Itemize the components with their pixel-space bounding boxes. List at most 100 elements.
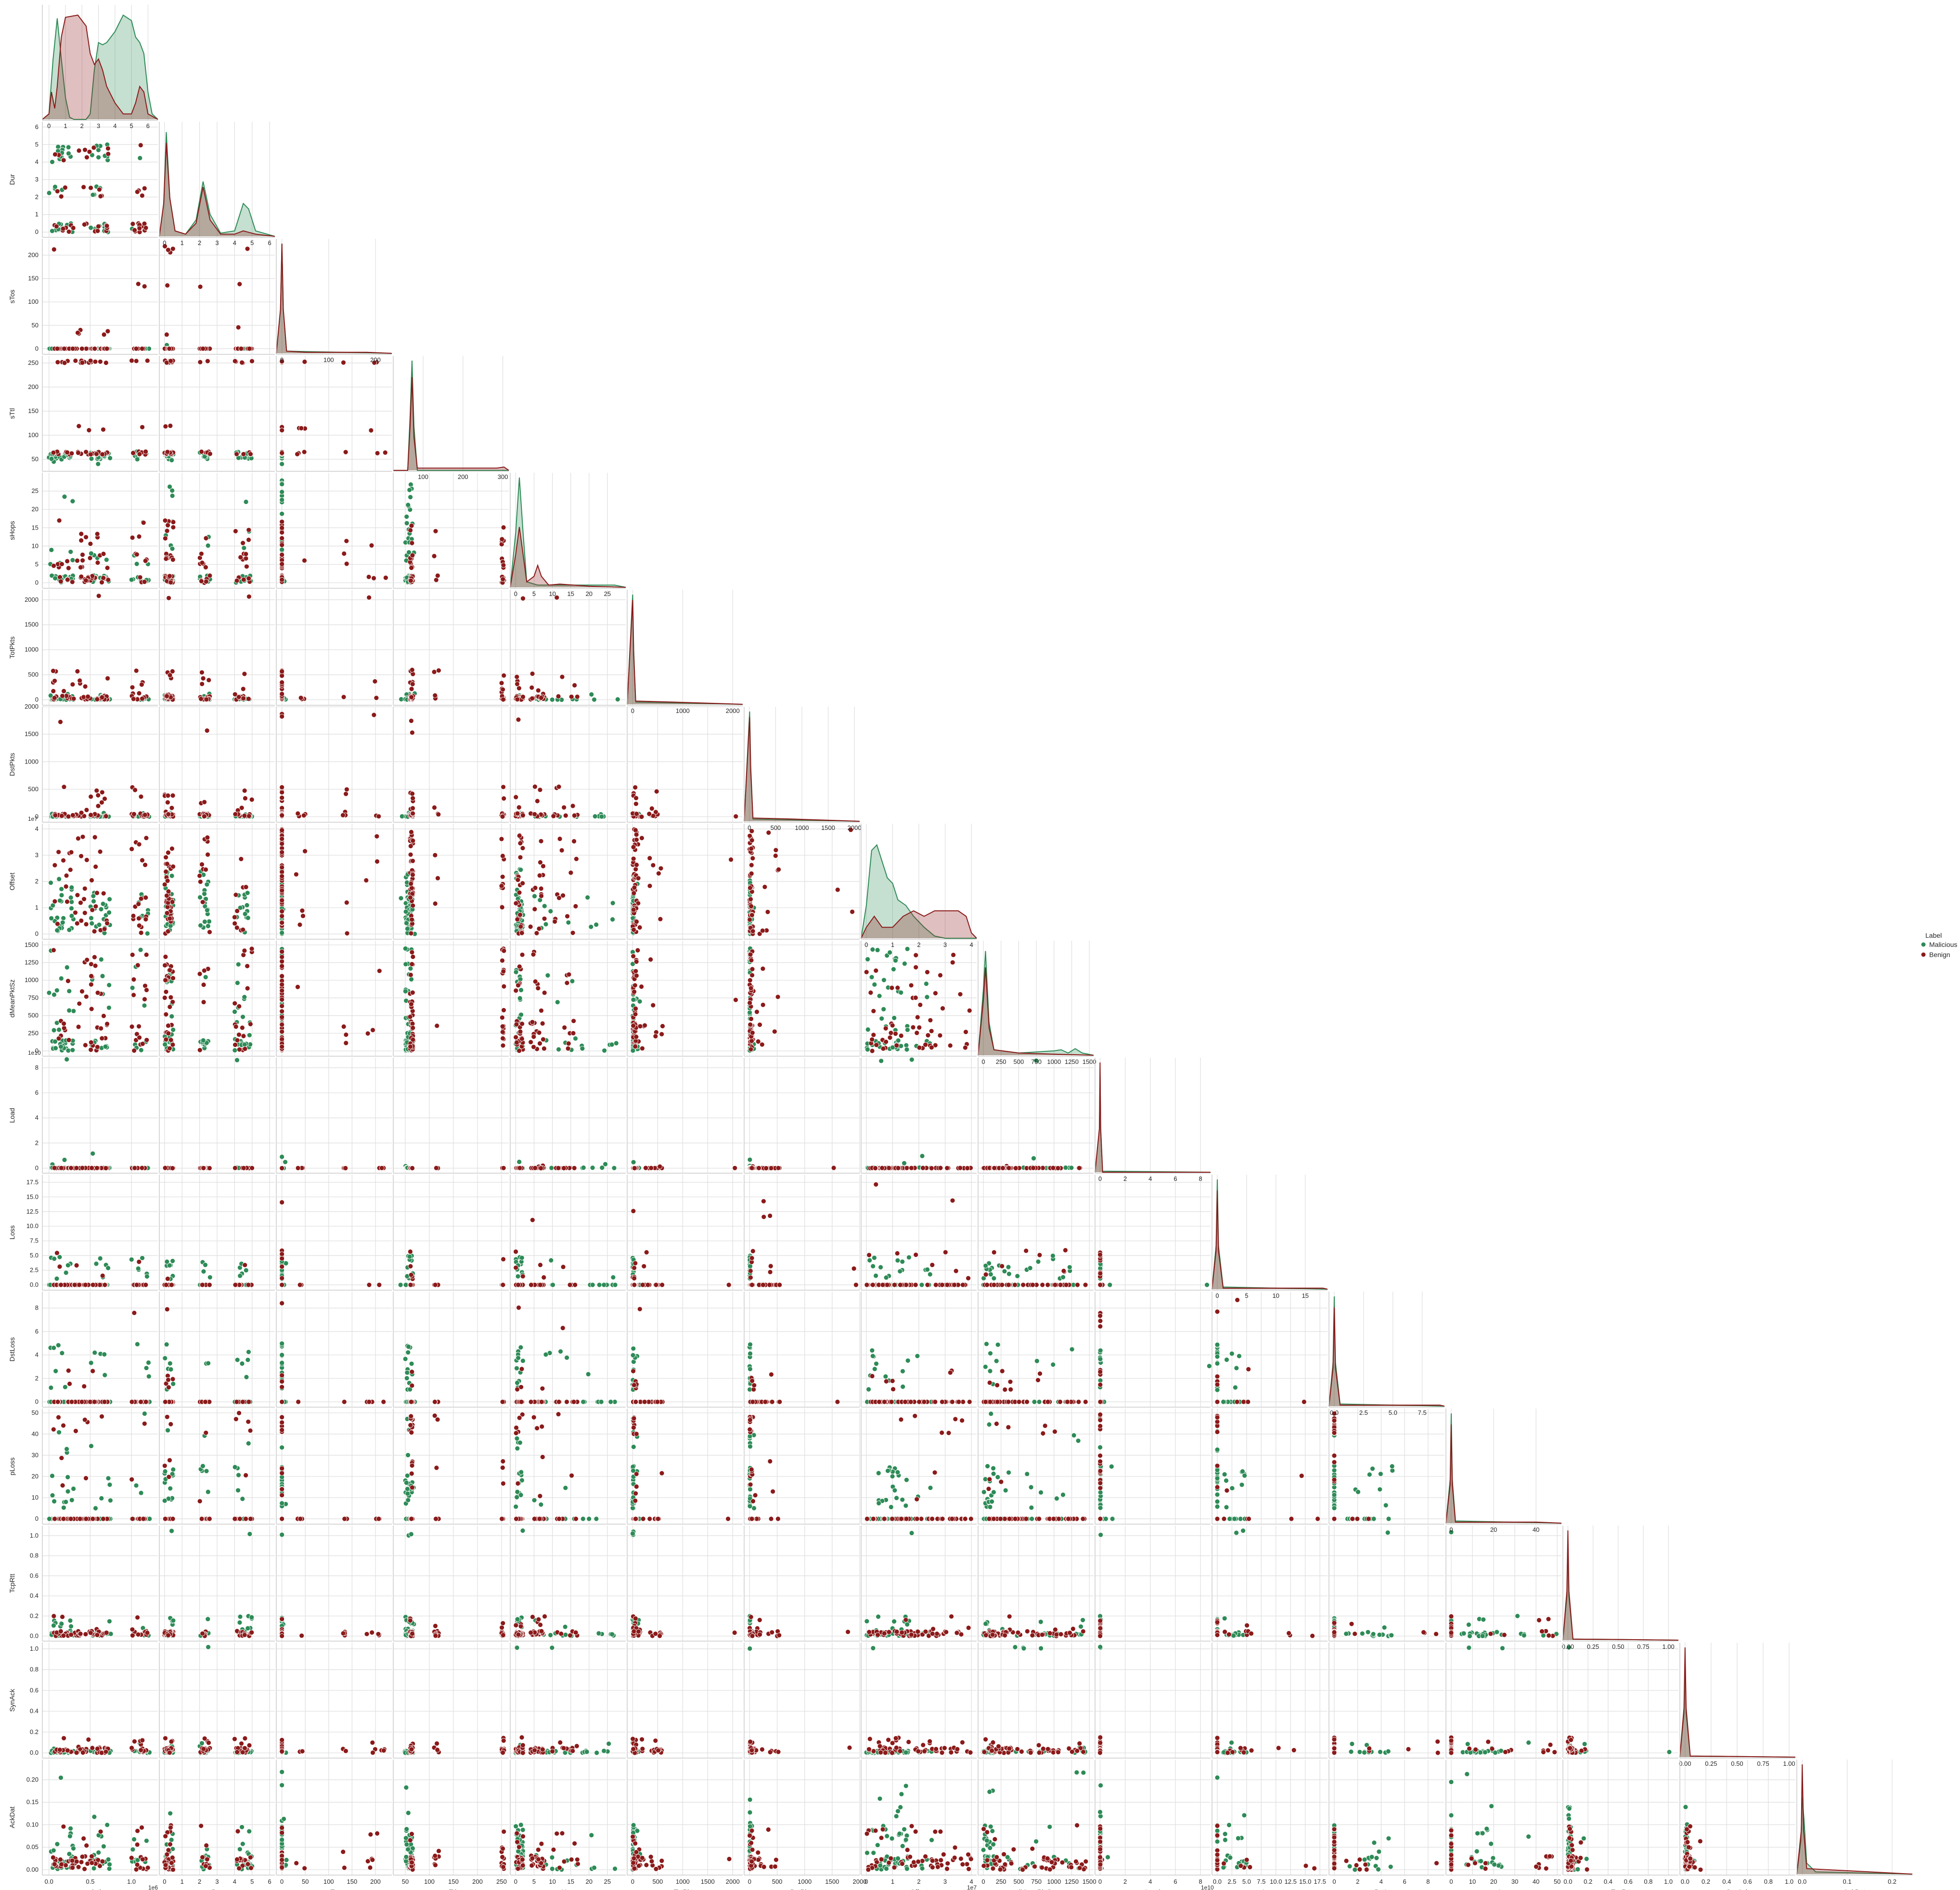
point-benign [243,551,249,557]
point-benign [99,790,105,795]
point-benign [501,1007,506,1013]
point-malicious [240,1014,245,1020]
point-malicious [49,916,54,921]
point-benign [279,873,285,879]
kde-fill-malicious [276,244,392,353]
point-benign [64,899,70,905]
point-benign [382,450,388,455]
point-benign [205,835,210,841]
point-benign [341,360,346,365]
point-benign [61,1025,67,1031]
point-malicious [144,931,150,936]
point-benign [408,852,413,857]
kde-line-benign [510,527,626,588]
point-benign [748,846,754,852]
point-benign [408,578,413,583]
point-benign [61,857,66,863]
point-malicious [198,923,204,928]
point-benign [142,862,148,867]
point-benign [279,1022,285,1027]
point-benign [169,805,175,811]
point-malicious [54,928,60,933]
point-benign [536,926,542,932]
point-benign [58,579,64,584]
point-malicious [168,923,173,929]
point-benign [432,805,437,810]
point-benign [135,281,141,287]
point-benign [137,574,143,580]
point-benign [279,714,285,719]
point-malicious [549,697,555,702]
point-benign [165,878,170,883]
point-benign [520,694,526,699]
point-malicious [205,543,211,548]
point-benign [52,695,57,701]
point-benign [51,688,56,694]
point-benign [66,1037,72,1043]
point-benign [515,917,520,922]
kde-line-benign [861,910,977,939]
point-benign [170,975,176,981]
point-benign [631,844,636,850]
point-benign [570,930,576,936]
point-benign [563,813,568,818]
scatter-stos-vs-totpkts [279,595,379,702]
point-malicious [245,890,250,896]
point-malicious [70,498,76,504]
point-benign [565,913,570,919]
kde-ackdat [1796,1764,1913,1875]
point-malicious [197,894,203,900]
point-malicious [610,900,616,906]
point-benign [515,697,520,702]
point-benign [83,994,89,999]
point-benign [143,952,149,958]
point-benign [242,788,247,793]
point-malicious [89,915,94,921]
point-benign [163,954,168,959]
point-benign [500,814,505,819]
point-benign [646,811,652,816]
point-benign [374,695,379,701]
point-benign [634,837,639,842]
point-benign [88,185,94,191]
point-benign [142,997,147,1002]
point-malicious [243,499,249,505]
point-benign [500,853,505,859]
point-benign [101,575,106,581]
point-benign [232,920,238,926]
point-benign [99,695,105,700]
scatter-dur-vs-shops [162,484,254,585]
point-benign [245,246,250,252]
point-benign [54,188,60,194]
kde-line-malicious [978,951,1094,1056]
point-benign [410,872,415,878]
point-benign [295,452,300,457]
point-malicious [100,901,106,906]
point-benign [162,995,168,1001]
point-benign [165,850,171,855]
point-benign [131,1048,137,1053]
point-benign [165,283,170,288]
point-benign [279,552,285,557]
point-benign [201,968,207,973]
point-malicious [404,920,409,926]
point-benign [279,982,285,987]
point-benign [409,718,414,724]
point-benign [374,833,380,839]
point-benign [56,518,62,523]
kde-shops [510,477,626,588]
point-benign [240,927,246,932]
point-benign [201,982,206,987]
point-benign [207,573,213,579]
point-benign [60,693,65,699]
kde-fill-benign [1212,1190,1328,1289]
kde-line-malicious [510,477,626,588]
point-malicious [61,915,66,921]
point-benign [75,558,80,563]
point-benign [129,952,135,958]
point-benign [61,1021,67,1026]
point-malicious [279,497,285,503]
point-malicious [65,144,71,150]
kde-line-malicious [861,844,977,939]
point-benign [366,574,372,580]
